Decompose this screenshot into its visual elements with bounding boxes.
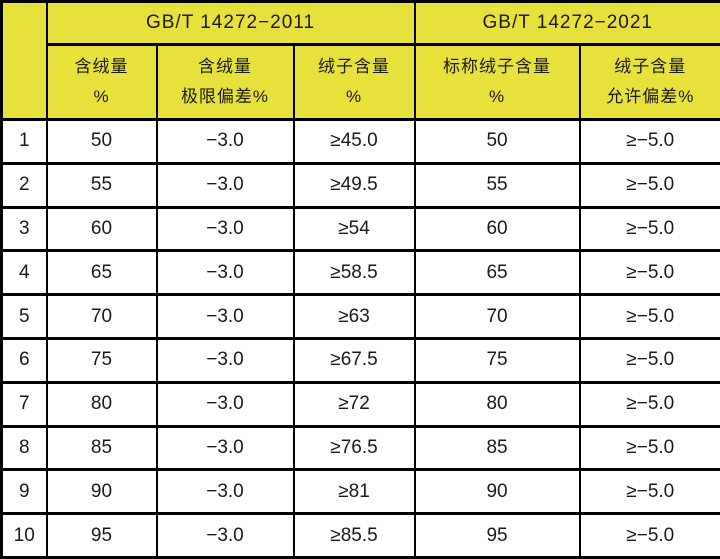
allowed-deviation-cell: ≥−5.0	[578, 424, 720, 472]
nominal-cluster-content-cell: 95	[413, 512, 581, 559]
cluster-content-cell: ≥72	[292, 380, 416, 428]
column-header-row: 含绒量 % 含绒量 极限偏差% 绒子含量 % 标称绒子含量 % 绒子含量 允	[2, 43, 720, 121]
nominal-cluster-content-cell: 80	[413, 380, 581, 428]
cluster-content-cell: ≥63	[292, 293, 416, 340]
limit-deviation-cell: −3.0	[155, 205, 295, 253]
allowed-deviation-cell: ≥−5.0	[578, 512, 720, 559]
table-row: 5 70 −3.0 ≥63 70 ≥−5.0	[0, 293, 720, 340]
down-content-cell: 65	[45, 249, 158, 297]
limit-deviation-cell: −3.0	[155, 468, 295, 516]
column-header-down-content: 含绒量 %	[45, 43, 158, 121]
column-header-line2: %	[345, 87, 363, 106]
limit-deviation-cell: −3.0	[155, 293, 295, 340]
cluster-content-cell: ≥81	[292, 468, 416, 516]
column-header-line1: 含绒量	[198, 57, 252, 76]
row-index-cell: 9	[0, 468, 48, 516]
table-row: 9 90 −3.0 ≥81 90 ≥−5.0	[0, 468, 720, 516]
down-content-cell: 85	[45, 424, 158, 472]
nominal-cluster-content-cell: 50	[413, 118, 581, 165]
column-header-line1: 绒子含量	[614, 57, 687, 76]
limit-deviation-cell: −3.0	[155, 249, 295, 297]
nominal-cluster-content-cell: 70	[413, 293, 581, 340]
allowed-deviation-cell: ≥−5.0	[578, 118, 720, 165]
table-row: 6 75 −3.0 ≥67.5 75 ≥−5.0	[0, 336, 720, 384]
row-index-cell: 10	[0, 512, 48, 559]
allowed-deviation-cell: ≥−5.0	[578, 249, 720, 297]
row-index-cell: 5	[0, 293, 48, 340]
cluster-content-cell: ≥76.5	[292, 424, 416, 472]
table-body: 1 50 −3.0 ≥45.0 50 ≥−5.0 2 55 −3.0 ≥49.5…	[0, 118, 720, 559]
cluster-content-cell: ≥54	[292, 205, 416, 253]
limit-deviation-cell: −3.0	[155, 380, 295, 428]
column-header-line1: 含绒量	[74, 57, 129, 76]
table-header: GB/T 14272−2011 GB/T 14272−2021 含绒量 % 含绒…	[0, 0, 720, 121]
table-row: 3 60 −3.0 ≥54 60 ≥−5.0	[0, 205, 720, 253]
table-row: 8 85 −3.0 ≥76.5 85 ≥−5.0	[0, 424, 720, 472]
row-index-cell: 4	[0, 249, 48, 297]
row-index-cell: 2	[0, 161, 48, 209]
table-row: 4 65 −3.0 ≥58.5 65 ≥−5.0	[0, 249, 720, 297]
allowed-deviation-cell: ≥−5.0	[578, 205, 720, 253]
down-content-cell: 95	[45, 512, 158, 559]
table-row: 2 55 −3.0 ≥49.5 55 ≥−5.0	[0, 161, 720, 209]
column-header-line1: 标称绒子含量	[443, 57, 552, 76]
cluster-content-cell: ≥49.5	[292, 161, 416, 209]
limit-deviation-cell: −3.0	[155, 336, 295, 384]
down-content-cell: 90	[45, 468, 158, 516]
allowed-deviation-cell: ≥−5.0	[578, 293, 720, 340]
down-content-cell: 80	[45, 380, 158, 428]
row-index-corner-cell	[0, 0, 48, 121]
allowed-deviation-cell: ≥−5.0	[578, 468, 720, 516]
down-content-cell: 60	[45, 205, 158, 253]
allowed-deviation-cell: ≥−5.0	[578, 380, 720, 428]
cluster-content-cell: ≥85.5	[292, 512, 416, 559]
group-header-gbt-2011: GB/T 14272−2011	[45, 0, 416, 46]
row-index-cell: 1	[0, 118, 48, 165]
column-header-line2: 允许偏差%	[606, 87, 695, 106]
column-header-line2: %	[93, 87, 110, 106]
column-header-limit-deviation: 含绒量 极限偏差%	[155, 43, 295, 121]
column-header-allowed-deviation: 绒子含量 允许偏差%	[578, 43, 720, 121]
nominal-cluster-content-cell: 75	[413, 336, 581, 384]
cluster-content-cell: ≥58.5	[292, 249, 416, 297]
column-header-line2: %	[488, 87, 506, 106]
row-index-cell: 3	[0, 205, 48, 253]
cluster-content-cell: ≥67.5	[292, 336, 416, 384]
column-header-nominal-cluster-content: 标称绒子含量 %	[413, 43, 581, 121]
group-header-row: GB/T 14272−2011 GB/T 14272−2021	[0, 0, 720, 121]
row-index-cell: 8	[0, 424, 48, 472]
down-content-cell: 75	[45, 336, 158, 384]
limit-deviation-cell: −3.0	[155, 161, 295, 209]
group-header-gbt-2021: GB/T 14272−2021	[413, 0, 720, 46]
cluster-content-cell: ≥45.0	[292, 118, 416, 165]
nominal-cluster-content-cell: 55	[413, 161, 581, 209]
down-content-cell: 55	[45, 161, 158, 209]
allowed-deviation-cell: ≥−5.0	[578, 336, 720, 384]
table-row: 10 95 −3.0 ≥85.5 95 ≥−5.0	[0, 512, 720, 559]
limit-deviation-cell: −3.0	[155, 118, 295, 165]
limit-deviation-cell: −3.0	[155, 424, 295, 472]
row-index-cell: 6	[0, 336, 48, 384]
nominal-cluster-content-cell: 60	[413, 205, 581, 253]
column-header-cluster-content: 绒子含量 %	[292, 43, 416, 121]
nominal-cluster-content-cell: 90	[413, 468, 581, 516]
limit-deviation-cell: −3.0	[155, 512, 295, 559]
row-index-cell: 7	[0, 380, 48, 428]
table-row: 7 80 −3.0 ≥72 80 ≥−5.0	[0, 380, 720, 428]
table-row: 1 50 −3.0 ≥45.0 50 ≥−5.0	[0, 118, 720, 165]
allowed-deviation-cell: ≥−5.0	[578, 161, 720, 209]
down-content-cell: 70	[45, 293, 158, 340]
nominal-cluster-content-cell: 85	[413, 424, 581, 472]
column-header-line1: 绒子含量	[318, 57, 390, 76]
column-header-line2: 极限偏差%	[180, 87, 270, 106]
nominal-cluster-content-cell: 65	[413, 249, 581, 297]
down-content-cell: 50	[45, 118, 158, 165]
